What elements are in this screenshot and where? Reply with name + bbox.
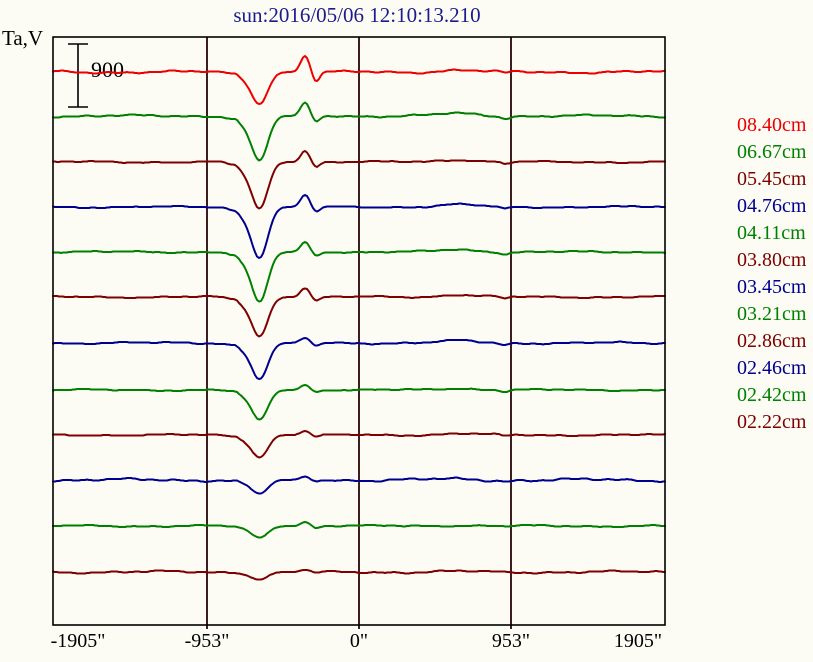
- scan-curve-03.21cm: [52, 384, 666, 421]
- scan-curve-02.42cm: [52, 521, 666, 539]
- scan-curve-06.67cm: [52, 101, 666, 162]
- scan-curve-03.80cm: [52, 287, 666, 338]
- scale-bar-value: 900: [91, 57, 124, 82]
- legend-entry: 03.80cm: [737, 249, 807, 271]
- legend-entry: 03.45cm: [737, 276, 807, 298]
- scan-curve-08.40cm: [52, 55, 666, 105]
- legend-entry: 02.46cm: [737, 357, 807, 379]
- legend-entry: 02.22cm: [737, 411, 807, 433]
- legend-entry: 02.86cm: [737, 330, 807, 352]
- x-tick-label: -1905": [50, 630, 106, 652]
- legend-entry: 05.45cm: [737, 168, 807, 190]
- chart-title: sun:2016/05/06 12:10:13.210: [233, 3, 481, 27]
- x-tick-label: 0": [349, 630, 369, 652]
- legend-entry: 04.11cm: [737, 222, 806, 244]
- legend-entry: 02.42cm: [737, 384, 807, 406]
- scan-curve-04.76cm: [52, 194, 666, 259]
- scan-curve-02.22cm: [52, 569, 666, 581]
- legend-entry: 03.21cm: [737, 303, 807, 325]
- scan-curve-04.11cm: [52, 241, 666, 303]
- scan-curve-02.86cm: [52, 430, 666, 459]
- scan-curve-03.45cm: [52, 337, 666, 380]
- x-tick-label: 953": [491, 630, 531, 652]
- scan-curve-02.46cm: [52, 475, 666, 495]
- plot-frame: [52, 36, 666, 626]
- scan-curve-05.45cm: [52, 150, 666, 210]
- legend-entry: 04.76cm: [737, 195, 807, 217]
- x-tick-label: 1905": [613, 630, 663, 652]
- x-axis-tick-labels: -1905" -953" 0" 953" 1905": [0, 630, 813, 658]
- wavelength-legend: 08.40cm 06.67cm 05.45cm 04.76cm 04.11cm 03.80…: [737, 112, 813, 436]
- legend-entry: 08.40cm: [737, 114, 807, 136]
- legend-entry: 06.67cm: [737, 141, 807, 163]
- y-axis-label: Ta,V: [2, 26, 44, 50]
- x-tick-label: -953": [184, 630, 230, 652]
